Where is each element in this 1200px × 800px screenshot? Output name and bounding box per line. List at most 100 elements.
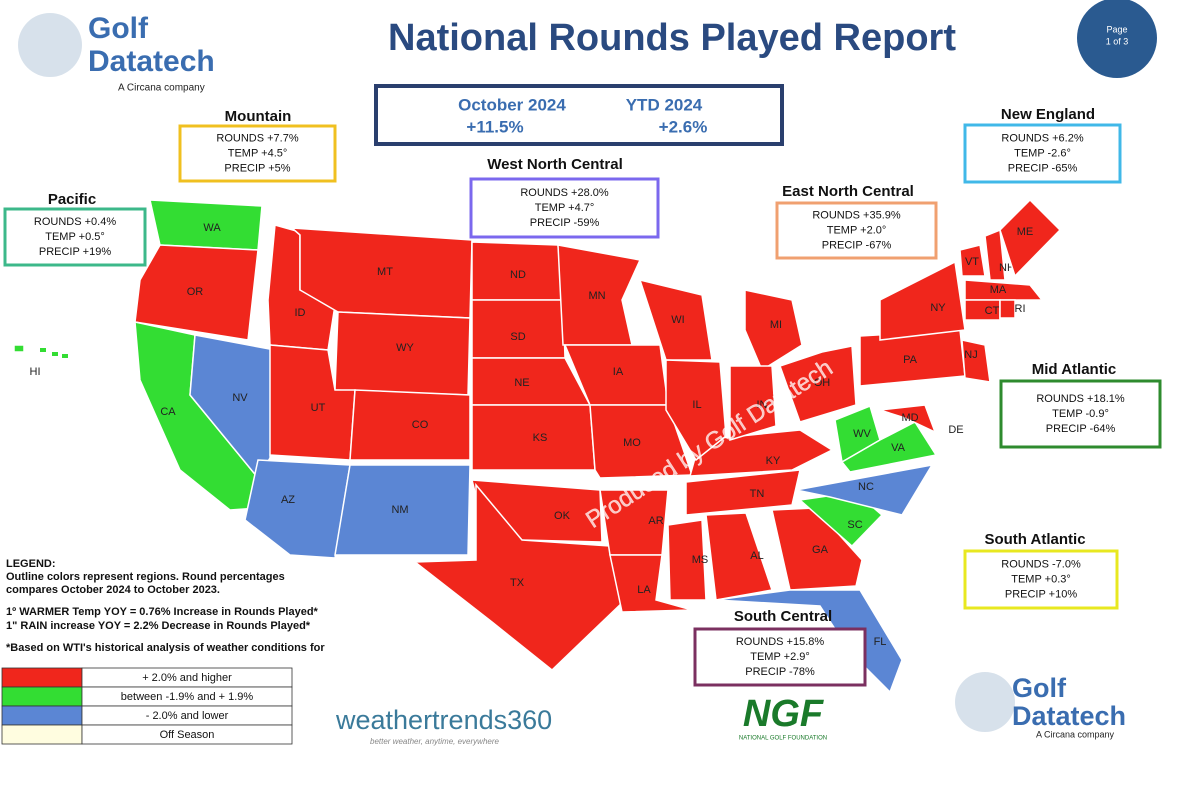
state (471, 357, 592, 406)
region-name: Mountain (225, 108, 292, 125)
region-box (999, 379, 1162, 449)
state (609, 554, 693, 613)
legend-note: Outline colors represent regions. Round … (6, 571, 285, 583)
state-label: GA (812, 544, 829, 556)
region-stat: TEMP +4.7° (535, 202, 595, 214)
state (349, 389, 471, 461)
region-box (963, 549, 1119, 610)
logo-mark (18, 13, 82, 77)
region-stat: TEMP +0.5° (45, 231, 105, 243)
region-stat: TEMP -2.6° (1014, 147, 1071, 159)
state (688, 429, 834, 477)
state-label: AL (750, 550, 763, 562)
partner-tagline: better weather, anytime, everywhere (370, 737, 500, 746)
state (959, 244, 986, 277)
state-label: SC (847, 519, 862, 531)
region-stat: ROUNDS +0.4% (34, 216, 116, 228)
state-label: IL (692, 399, 701, 411)
region-stat: PRECIP +5% (224, 162, 290, 174)
state-label: CO (412, 419, 429, 431)
state-label: MA (990, 284, 1007, 296)
partner-tagline: NATIONAL GOLF FOUNDATION (739, 736, 827, 742)
region-stat: TEMP +0.3° (1011, 573, 1071, 585)
region-stat: ROUNDS +6.2% (1001, 132, 1083, 144)
legend-swatch (1, 667, 83, 688)
state-label: MD (901, 412, 918, 424)
state-label: KS (533, 432, 548, 444)
region-stat: TEMP +2.9° (750, 651, 810, 663)
partner-logo: weathertrends360 (335, 705, 552, 735)
state-label: HI (30, 366, 41, 378)
state-label: ME (1017, 226, 1034, 238)
region-stat: ROUNDS +35.9% (812, 209, 901, 221)
region-stat: TEMP +4.5° (228, 147, 288, 159)
logo-name: Datatech (1012, 701, 1126, 731)
region-stat: PRECIP +10% (1005, 588, 1077, 600)
state (13, 344, 25, 353)
national-label: YTD 2024 (626, 95, 703, 114)
state (638, 278, 713, 361)
region-stat: PRECIP -59% (530, 217, 600, 229)
region-box (3, 207, 147, 267)
state-label: MO (623, 437, 641, 449)
state (667, 519, 707, 601)
region-stat: TEMP +2.0° (827, 224, 887, 236)
state-label: DE (948, 424, 963, 436)
page-number: 1 of 3 (1106, 36, 1129, 46)
region-box (469, 177, 660, 239)
state-label: ND (510, 269, 526, 281)
region-box (178, 124, 337, 183)
region-box (963, 123, 1122, 184)
legend-label: - 2.0% and lower (146, 710, 229, 722)
state-label: NJ (964, 349, 977, 361)
region-name: West North Central (487, 156, 623, 173)
state (984, 228, 1006, 281)
partner-logo: NGF (743, 693, 825, 735)
region-stat: ROUNDS +28.0% (520, 187, 609, 199)
region-stat: PRECIP -65% (1008, 162, 1078, 174)
state-label: NE (514, 377, 529, 389)
state-label: SD (510, 331, 525, 343)
island (40, 348, 46, 352)
state-label: MS (692, 554, 709, 566)
state (244, 459, 351, 559)
state (334, 464, 471, 556)
legend: LEGEND: Outline colors represent regions… (1, 558, 325, 745)
region-boxes: Mountain ROUNDS +7.7% TEMP +4.5° PRECIP +5%… (3, 106, 1162, 687)
state (589, 404, 694, 479)
region-stat: ROUNDS +15.8% (736, 636, 825, 648)
state-label: FL (874, 636, 887, 648)
region-stat: ROUNDS +18.1% (1036, 393, 1125, 405)
map: WA OR CA NV ID MT WY UT CO AZ NM ND SD NE KS MN IA MO OK TX… (13, 198, 1062, 694)
state (705, 512, 773, 601)
logo-name: Golf (88, 12, 149, 45)
region-name: South Atlantic (984, 531, 1085, 548)
national-label: October 2024 (458, 95, 566, 114)
state-label: MT (377, 266, 393, 278)
logo-mark (955, 672, 1015, 732)
state-label: NC (858, 481, 874, 493)
state (779, 345, 857, 423)
region-stat: ROUNDS +7.7% (216, 132, 298, 144)
region-stat: PRECIP -64% (1046, 423, 1116, 435)
title: National Rounds Played Report (388, 17, 956, 59)
legend-label: between -1.9% and + 1.9% (121, 691, 254, 703)
state-label: LA (637, 584, 651, 596)
state-label: CT (985, 305, 1000, 317)
state (964, 279, 1044, 301)
legend-swatch (1, 686, 83, 707)
state (685, 469, 801, 516)
region-name: Pacific (48, 191, 96, 208)
state-label: WI (671, 314, 684, 326)
state (879, 404, 937, 434)
island (52, 352, 58, 356)
state-label: VA (891, 442, 906, 454)
state-label: OR (187, 286, 204, 298)
state-label: NY (930, 302, 946, 314)
logo-name: Golf (1012, 673, 1067, 703)
region-name: South Central (734, 608, 832, 625)
state (879, 260, 966, 341)
logo-name: Datatech (88, 45, 215, 78)
state (715, 589, 903, 694)
state (771, 507, 863, 591)
